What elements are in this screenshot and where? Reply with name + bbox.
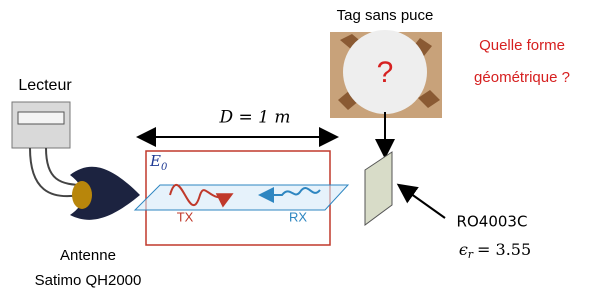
tag-title: Tag sans puce	[337, 7, 434, 24]
permittivity-subscript: r	[468, 248, 474, 261]
field-subscript: 0	[161, 162, 168, 173]
permittivity-symbol: ϵ	[459, 240, 468, 259]
diagram: Tag sans puce ? Quelle forme géométrique…	[0, 0, 597, 296]
rx-label: RX	[289, 209, 307, 224]
reader-display	[18, 112, 64, 124]
question: Quelle forme	[479, 37, 565, 54]
substrate	[365, 152, 392, 225]
tx-label: TX	[177, 209, 194, 224]
h-field-plane	[135, 185, 348, 210]
question: géométrique ?	[474, 69, 570, 86]
substrate-name: RO4003C	[457, 213, 528, 231]
tag-mark: ?	[377, 56, 394, 89]
permittivity-value: = 3.55	[477, 240, 531, 259]
distance-label: D = 1 m	[218, 108, 290, 128]
field-label: E0	[149, 152, 168, 173]
reader-label: Lecteur	[18, 77, 72, 94]
arrow	[400, 186, 445, 218]
substrate-permittivity: ϵr= 3.55	[459, 240, 531, 262]
antenna-label: Satimo QH2000	[35, 272, 142, 289]
antenna-feed	[72, 181, 92, 209]
antenna-label: Antenne	[60, 247, 116, 264]
reader-box	[12, 102, 70, 148]
field-symbol: E	[149, 152, 161, 170]
